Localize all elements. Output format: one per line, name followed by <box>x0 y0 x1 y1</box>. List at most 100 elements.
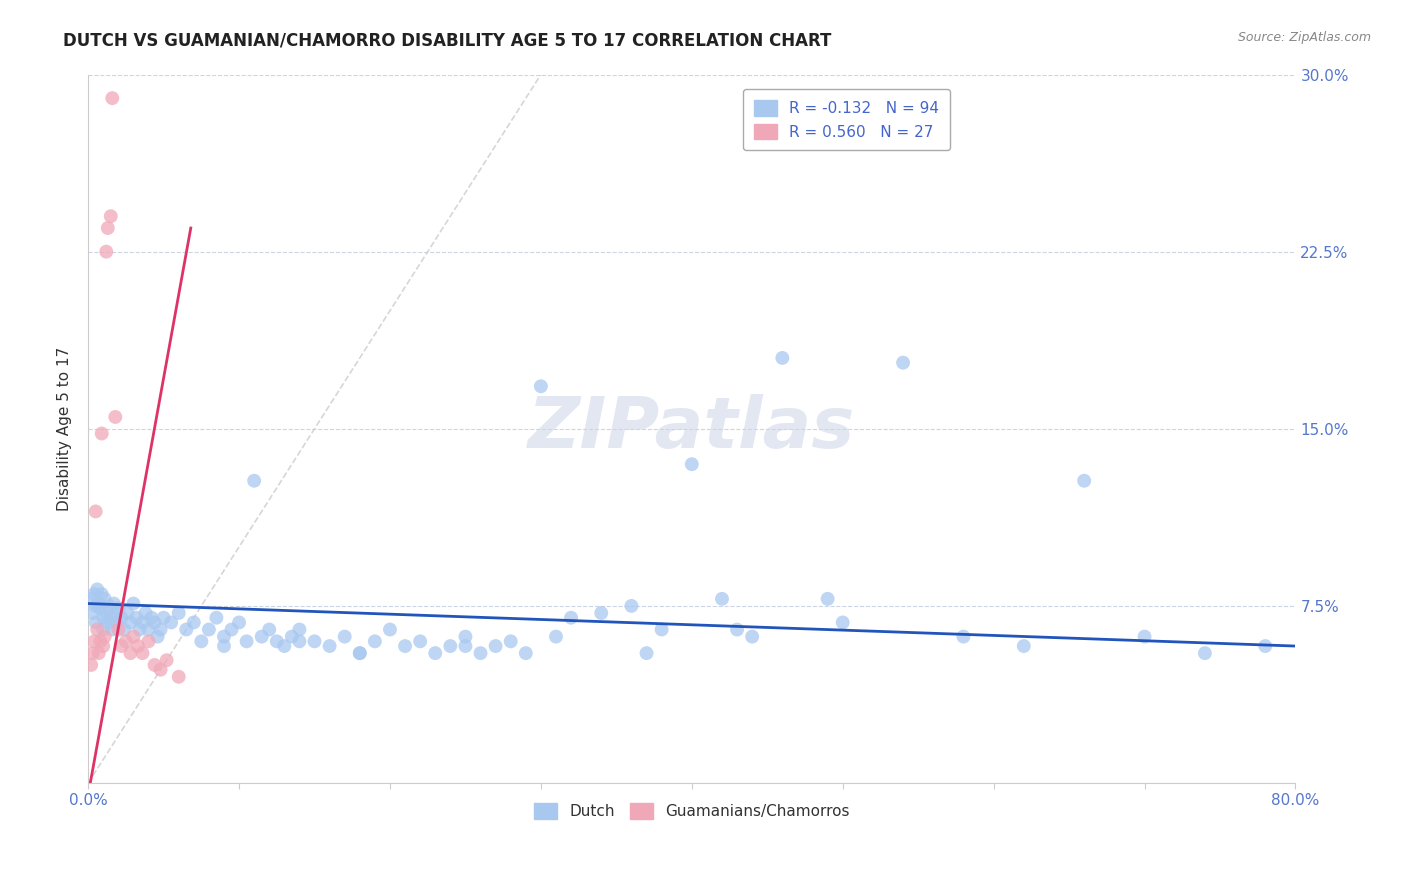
Point <box>318 639 340 653</box>
Point <box>84 615 107 630</box>
Point <box>439 639 461 653</box>
Point <box>84 599 107 613</box>
Point <box>485 639 508 653</box>
Point <box>86 623 108 637</box>
Point <box>87 646 110 660</box>
Point <box>84 504 107 518</box>
Point <box>409 634 432 648</box>
Point <box>288 634 311 648</box>
Point <box>770 351 793 365</box>
Point <box>94 630 117 644</box>
Text: Source: ZipAtlas.com: Source: ZipAtlas.com <box>1237 31 1371 45</box>
Point <box>83 634 105 648</box>
Point <box>470 646 492 660</box>
Point <box>235 634 257 648</box>
Point <box>620 599 643 613</box>
Legend: Dutch, Guamanians/Chamorros: Dutch, Guamanians/Chamorros <box>527 797 856 825</box>
Point <box>138 634 160 648</box>
Point <box>205 611 228 625</box>
Point <box>741 630 763 644</box>
Text: ZIPatlas: ZIPatlas <box>529 394 855 463</box>
Point <box>349 646 371 660</box>
Point <box>143 657 166 672</box>
Point <box>120 646 142 660</box>
Point <box>128 623 150 637</box>
Point <box>243 474 266 488</box>
Point <box>117 606 139 620</box>
Point <box>333 630 356 644</box>
Point <box>1194 646 1216 660</box>
Point <box>530 379 553 393</box>
Point <box>96 606 118 620</box>
Point <box>82 606 104 620</box>
Point <box>831 615 853 630</box>
Point <box>515 646 537 660</box>
Point <box>91 623 114 637</box>
Point <box>98 599 121 613</box>
Point <box>125 611 148 625</box>
Point <box>425 646 447 660</box>
Point <box>115 634 138 648</box>
Point <box>817 591 839 606</box>
Point <box>103 597 125 611</box>
Point <box>96 244 118 259</box>
Point <box>591 606 613 620</box>
Point <box>83 587 105 601</box>
Point <box>156 653 179 667</box>
Point <box>89 601 111 615</box>
Point <box>91 611 114 625</box>
Point <box>257 623 280 637</box>
Point <box>499 634 522 648</box>
Point <box>281 630 304 644</box>
Point <box>152 611 174 625</box>
Point <box>143 615 166 630</box>
Point <box>378 623 401 637</box>
Point <box>183 615 205 630</box>
Point <box>107 623 129 637</box>
Point <box>120 615 142 630</box>
Point <box>97 615 120 630</box>
Point <box>131 646 153 660</box>
Point <box>89 634 111 648</box>
Point <box>681 457 703 471</box>
Point <box>212 630 235 644</box>
Point <box>141 611 163 625</box>
Point <box>711 591 734 606</box>
Point <box>134 606 156 620</box>
Point <box>167 670 190 684</box>
Point <box>104 606 127 620</box>
Point <box>174 623 197 637</box>
Point <box>160 615 183 630</box>
Point <box>122 630 145 644</box>
Point <box>221 623 243 637</box>
Point <box>364 634 387 648</box>
Point <box>110 611 132 625</box>
Point <box>101 623 124 637</box>
Point <box>146 630 169 644</box>
Point <box>250 630 273 644</box>
Point <box>127 639 149 653</box>
Point <box>394 639 416 653</box>
Point <box>138 623 160 637</box>
Point <box>349 646 371 660</box>
Point <box>304 634 326 648</box>
Point <box>1133 630 1156 644</box>
Point <box>454 630 477 644</box>
Point <box>105 615 128 630</box>
Point <box>91 639 114 653</box>
Point <box>100 209 122 223</box>
Point <box>149 623 172 637</box>
Point <box>288 623 311 637</box>
Point <box>190 634 212 648</box>
Point <box>122 597 145 611</box>
Point <box>891 356 914 370</box>
Point <box>80 591 103 606</box>
Point <box>198 623 221 637</box>
Point <box>82 646 104 660</box>
Point <box>104 409 127 424</box>
Point <box>952 630 974 644</box>
Point <box>167 606 190 620</box>
Point <box>1073 474 1095 488</box>
Point <box>1012 639 1035 653</box>
Point <box>560 611 582 625</box>
